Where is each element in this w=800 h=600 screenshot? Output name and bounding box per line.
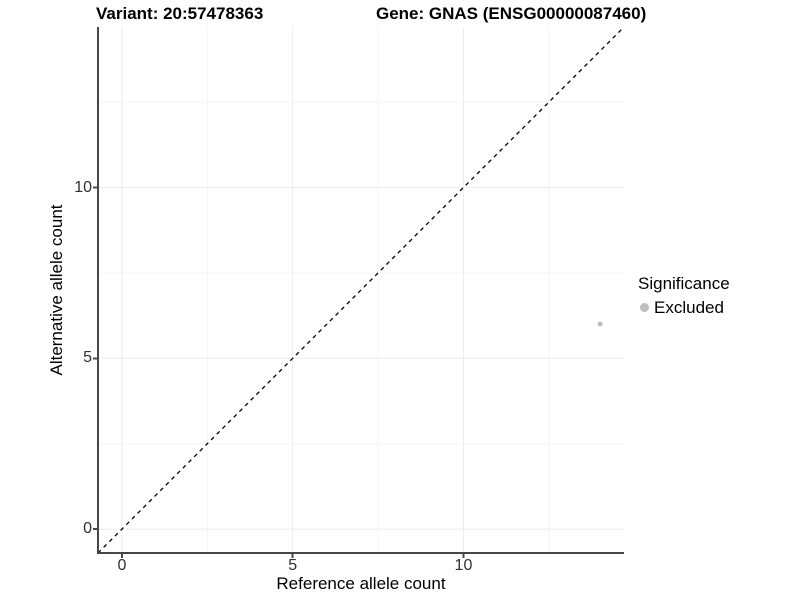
legend-item-excluded: Excluded: [638, 297, 798, 318]
y-tick-label: 0: [83, 520, 92, 538]
y-axis-title: Alternative allele count: [47, 204, 66, 376]
y-tick-label: 10: [74, 178, 92, 196]
y-tick-label: 5: [83, 349, 92, 367]
legend-item-label: Excluded: [654, 298, 724, 317]
legend-key-dot: [640, 303, 649, 312]
x-tick-label: 10: [454, 557, 473, 574]
x-tick-label: 0: [117, 557, 127, 574]
x-tick-label: 5: [288, 557, 298, 574]
variant-title: Variant: 20:57478363: [96, 4, 264, 23]
identity-line: [97, 26, 625, 554]
legend-title: Significance: [638, 274, 730, 293]
x-axis-title: Reference allele count: [276, 574, 446, 593]
data-point: [597, 321, 603, 327]
gene-title: Gene: GNAS (ENSG00000087460): [376, 4, 647, 23]
legend: Significance Excluded: [638, 273, 798, 318]
